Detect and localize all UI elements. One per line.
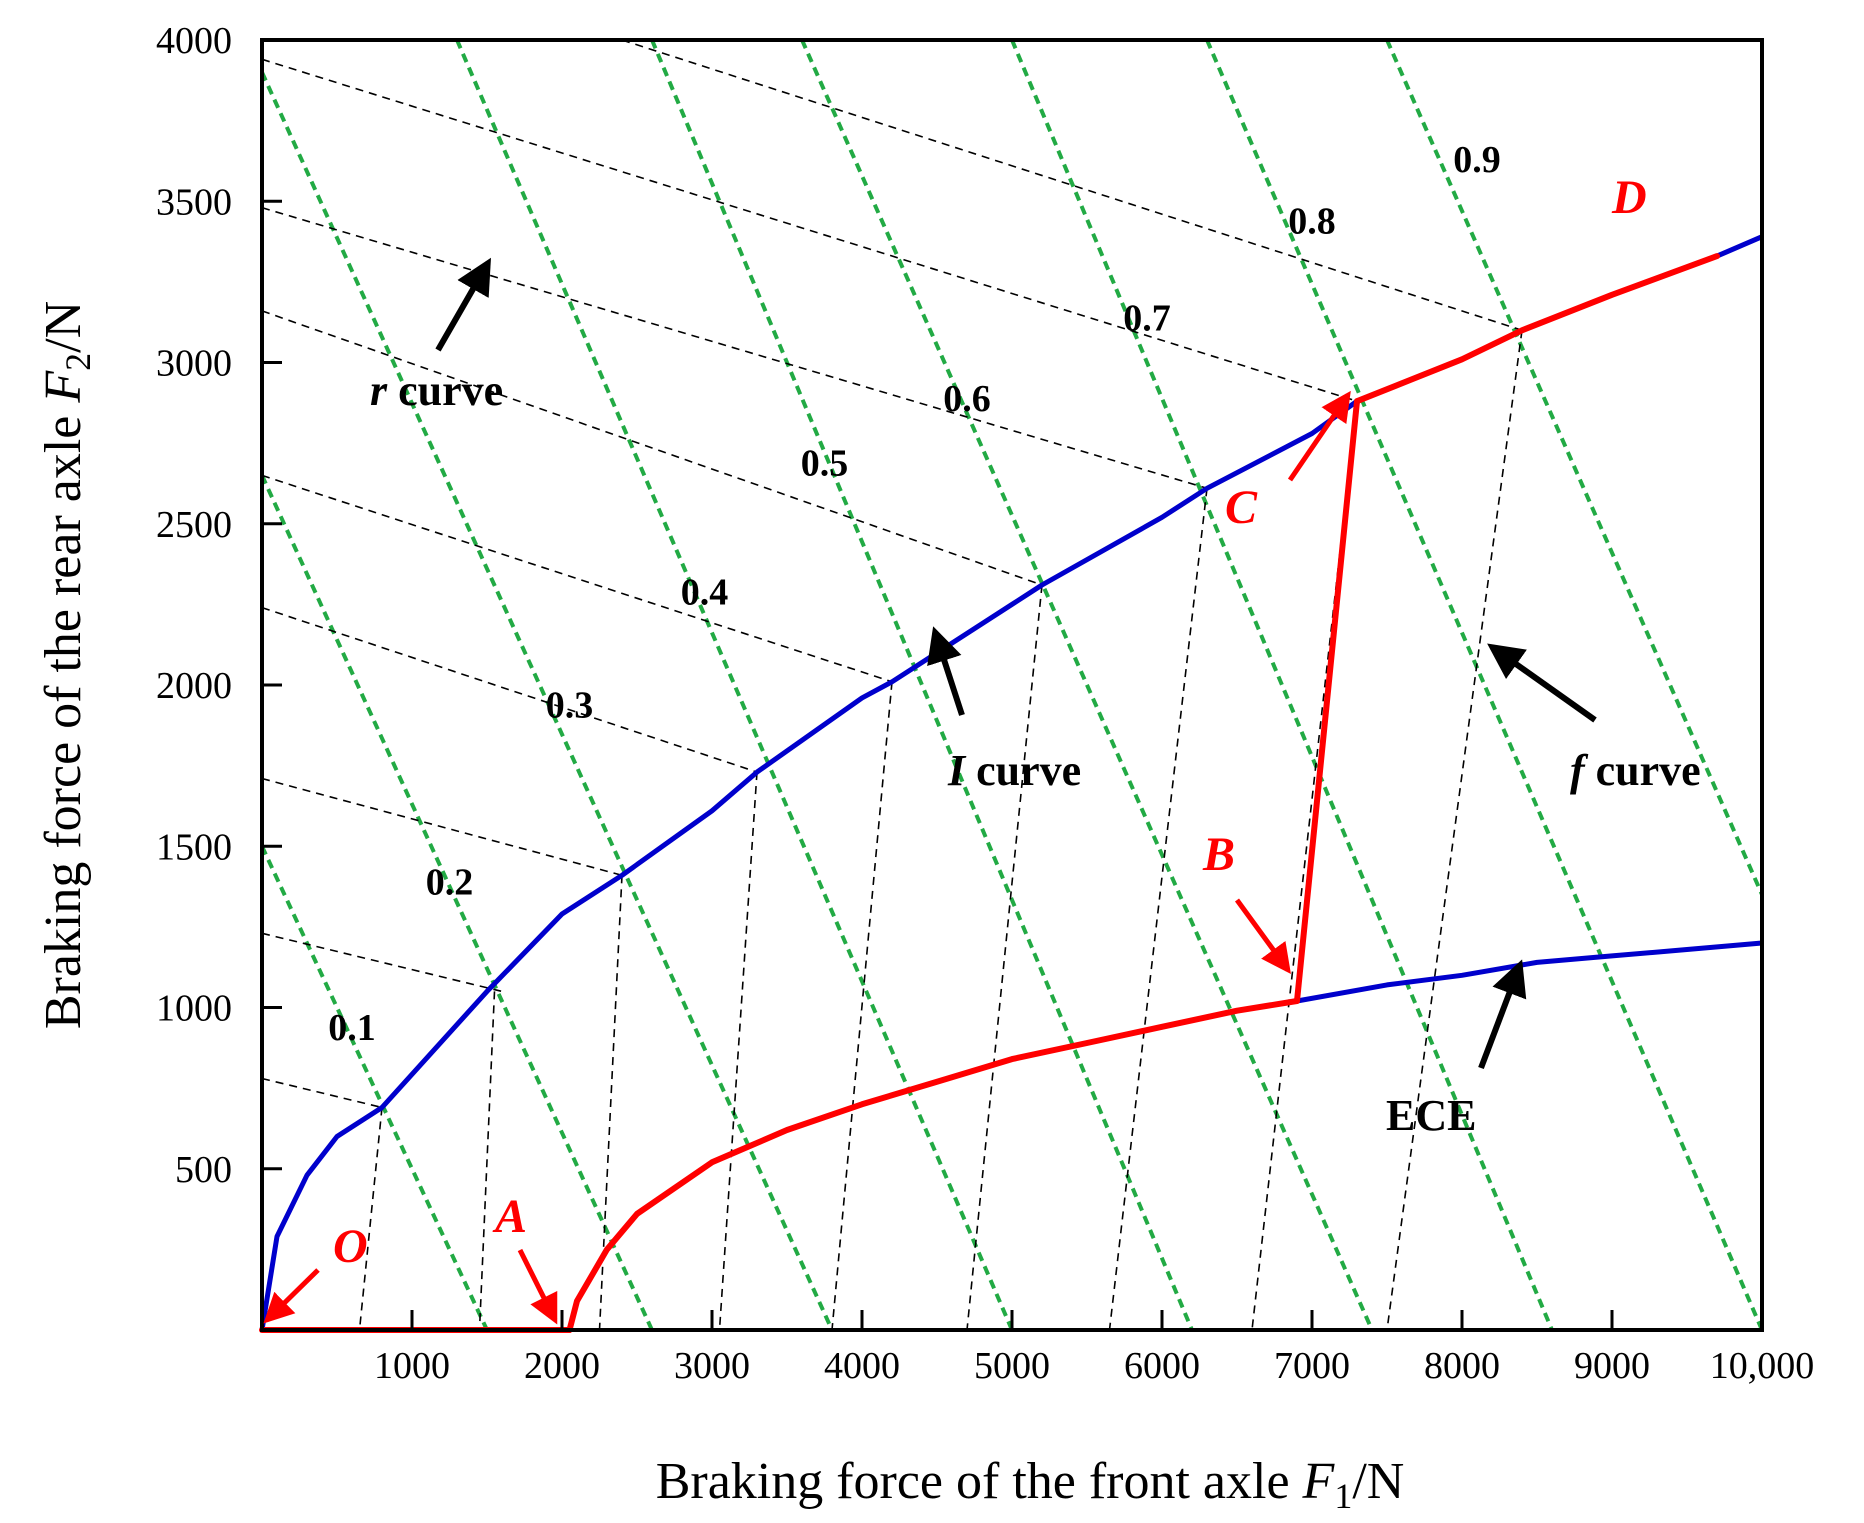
y-tick-label: 500 — [175, 1149, 232, 1191]
strategy-segment-bc — [1294, 398, 1360, 1004]
ece-label: ECE — [1386, 1091, 1476, 1140]
y-tick-label: 1000 — [156, 988, 232, 1030]
x-tick-label: 8000 — [1424, 1345, 1500, 1387]
b-arrow — [1234, 898, 1291, 975]
x-tick-label: 5000 — [974, 1345, 1050, 1387]
y-tick-label: 1500 — [156, 826, 232, 868]
f-curve-arrow — [1487, 643, 1597, 723]
x-tick-label: 4000 — [824, 1345, 900, 1387]
x-tick-label: 7000 — [1274, 1345, 1350, 1387]
f-curve-line-2 — [478, 991, 496, 1330]
x-tick-label: 9000 — [1574, 1345, 1650, 1387]
r-curve-arrow — [435, 257, 491, 352]
y-tick-label: 2500 — [156, 504, 232, 546]
r-line-8 — [262, 58, 1358, 402]
mu-label-7: 0.7 — [1123, 297, 1171, 339]
point-label-o: O — [333, 1220, 368, 1273]
mu-label-2: 0.2 — [426, 862, 474, 904]
r-line-3 — [262, 777, 623, 877]
green-line-8 — [1205, 40, 1762, 1330]
x-tick-label: 1000 — [374, 1345, 450, 1387]
f-curve-label: f curve — [1570, 746, 1701, 795]
r-line-7 — [262, 206, 1208, 490]
mu-label-6: 0.6 — [943, 378, 991, 420]
axes — [260, 38, 1764, 1332]
point-label-d: D — [1611, 171, 1647, 224]
i-curve-label: I curve — [947, 746, 1081, 795]
green-line-7 — [1010, 40, 1554, 1330]
x-tick-label: 2000 — [524, 1345, 600, 1387]
f-curve-line-5 — [831, 681, 893, 1330]
point-label-c: C — [1225, 481, 1258, 534]
y-tick-label: 3500 — [156, 181, 232, 223]
o-arrow — [263, 1268, 320, 1324]
a-arrow — [517, 1248, 558, 1325]
ece-curve — [567, 940, 1763, 1331]
point-label-b: B — [1202, 828, 1235, 881]
strategy-segment-cd — [1354, 253, 1720, 405]
x-tick-label: 3000 — [674, 1345, 750, 1387]
x-tick-label: 10,000 — [1710, 1345, 1815, 1387]
green-f-lines — [262, 40, 1762, 1330]
ece-arrow — [1478, 959, 1527, 1070]
r-line-4 — [262, 606, 758, 773]
r-curve-label: r curve — [370, 366, 503, 415]
mu-label-9: 0.9 — [1453, 139, 1501, 181]
x-axis-title: Braking force of the front axle F1/N — [656, 1453, 1405, 1516]
plot-frame — [260, 38, 1764, 1332]
mu-label-1: 0.1 — [328, 1007, 376, 1049]
r-line-2 — [262, 932, 503, 993]
strategy-segment-ab — [566, 998, 1300, 1333]
f-curve-line-6 — [966, 584, 1043, 1330]
f-curve-line-4 — [718, 772, 758, 1330]
y-axis-title: Braking force of the rear axle F2/N — [35, 301, 98, 1029]
green-line-9 — [1385, 40, 1762, 896]
r-line-6 — [262, 310, 1043, 586]
f-curve-line-9 — [1386, 330, 1523, 1330]
y-tick-label: 2000 — [156, 665, 232, 707]
r-line-1 — [262, 1077, 383, 1109]
r-line-5 — [262, 474, 893, 683]
green-line-2 — [262, 474, 654, 1330]
mu-label-3: 0.3 — [546, 684, 594, 726]
mu-label-4: 0.4 — [681, 571, 729, 613]
green-line-5 — [650, 40, 1194, 1330]
labels: 1000 2000 3000 4000 5000 6000 7000 8000 9000 10,0… — [156, 20, 1814, 1387]
mu-label-8: 0.8 — [1288, 201, 1336, 243]
r-line-9 — [621, 40, 1523, 332]
green-line-1 — [262, 845, 489, 1330]
i-curve-arrow — [927, 626, 965, 716]
f-curve-line-7 — [1108, 488, 1208, 1330]
x-tick-label: 6000 — [1124, 1345, 1200, 1387]
green-line-4 — [455, 40, 1014, 1330]
mu-label-5: 0.5 — [801, 442, 849, 484]
f-curve-line-1 — [358, 1107, 383, 1330]
y-tick-label: 4000 — [156, 20, 232, 62]
point-label-a: A — [492, 1190, 527, 1243]
y-tick-label: 3000 — [156, 343, 232, 385]
green-line-3 — [262, 71, 834, 1330]
c-arrow — [1287, 390, 1351, 482]
